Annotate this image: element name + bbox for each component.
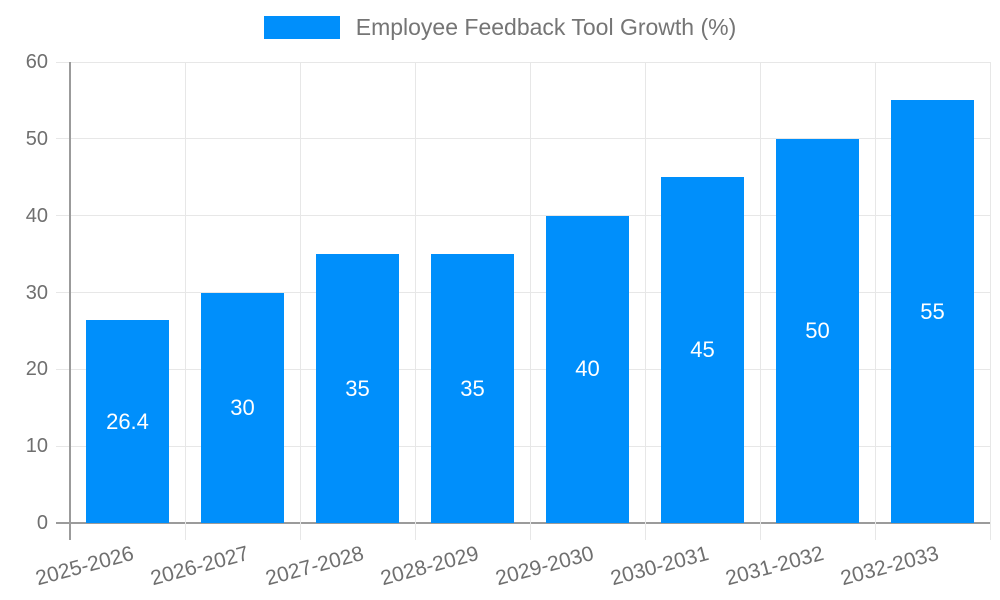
bar-value-label: 30 [230,394,255,420]
y-tick-label: 50 [25,127,48,150]
gridline-vertical [760,62,761,540]
y-tick-label: 20 [25,358,48,381]
legend-swatch [263,16,340,39]
y-tick-label: 60 [25,51,48,73]
bar-value-label: 50 [805,317,830,343]
gridline-vertical [530,62,531,540]
bar-value-label: 45 [690,337,715,363]
gridline-horizontal [56,445,990,447]
bar-2030-2031[interactable]: 45 [661,177,744,523]
bar-2031-2032[interactable]: 50 [776,138,859,523]
chart-legend[interactable]: Employee Feedback Tool Growth (%) [0,14,1000,41]
bar-2029-2030[interactable]: 40 [546,215,629,523]
gridline-horizontal [56,292,990,293]
legend-label: Employee Feedback Tool Growth (%) [355,14,737,40]
y-tick-label: 0 [36,512,48,534]
y-tick-label: 30 [25,281,48,304]
bar-value-label: 26.4 [106,408,149,434]
gridline-vertical [415,62,416,540]
gridline-horizontal [56,368,990,370]
gridline-vertical [875,62,876,540]
bar-2025-2026[interactable]: 26.4 [86,320,169,523]
gridline-vertical [990,62,991,540]
bar-2026-2027[interactable]: 30 [201,292,284,523]
bar-value-label: 35 [345,375,370,401]
bar-2028-2029[interactable]: 35 [431,254,514,523]
gridline-vertical [300,62,301,540]
gridline-horizontal [56,138,990,140]
bar-2027-2028[interactable]: 35 [316,254,399,523]
gridline-vertical [645,62,646,540]
y-tick-label: 40 [25,204,48,227]
gridline-vertical [185,62,186,540]
x-axis-line [56,522,990,524]
bar-value-label: 35 [460,375,485,401]
gridline-horizontal [56,61,990,63]
bar-value-label: 40 [575,356,600,382]
y-tick-label: 10 [25,435,48,458]
bar-2032-2033[interactable]: 55 [891,100,974,523]
gridline-horizontal [56,215,990,217]
y-axis-line [69,62,71,540]
bar-value-label: 55 [920,298,945,324]
